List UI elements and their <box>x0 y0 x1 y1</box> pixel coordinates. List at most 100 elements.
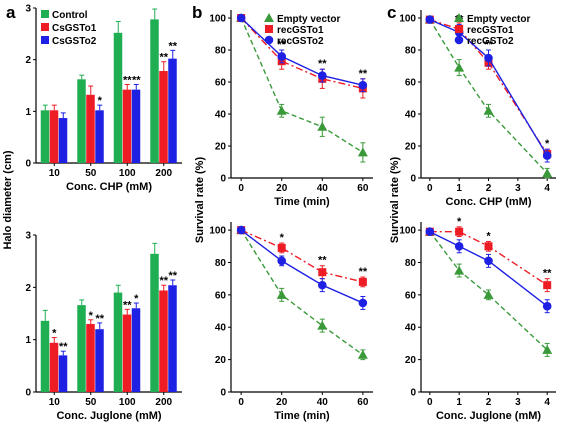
x-tick-label: 50 <box>85 397 97 408</box>
y-tick-label: 3 <box>25 4 31 15</box>
bar <box>77 305 86 392</box>
y-tick-label: 0 <box>220 388 226 399</box>
bar <box>40 110 50 163</box>
data-point <box>542 151 552 160</box>
significance-mark: ** <box>168 40 177 52</box>
data-point <box>542 344 553 354</box>
significance-mark: ** <box>168 270 177 282</box>
x-axis-label: Time (min) <box>274 196 330 208</box>
x-tick-label: 40 <box>317 183 329 194</box>
panel-letter-c: c <box>387 3 396 22</box>
data-point <box>317 320 328 330</box>
y-tick-label: 20 <box>405 142 417 153</box>
data-point <box>358 298 368 308</box>
y-tick-label: 0 <box>410 388 416 399</box>
significance-mark: ** <box>277 39 286 51</box>
legend-label: recGSTo1 <box>467 25 514 36</box>
data-point <box>483 105 494 115</box>
y-tick-label: 80 <box>405 46 417 57</box>
series-line <box>429 18 548 155</box>
legend-label: Control <box>52 10 88 21</box>
series-line <box>429 19 548 174</box>
bar <box>113 32 123 163</box>
y-tick-label: 1 <box>25 335 31 346</box>
x-axis-label: Time (min) <box>274 410 330 422</box>
series-line <box>240 229 364 283</box>
bar <box>131 308 141 392</box>
y-tick-label: 20 <box>405 355 417 366</box>
data-point <box>455 227 464 236</box>
data-point <box>357 147 368 157</box>
significance-mark: * <box>486 230 491 242</box>
y-tick-label: 0 <box>25 159 31 170</box>
x-tick-label: 3 <box>515 397 521 408</box>
x-tick-label: 0 <box>238 183 244 194</box>
x-tick-label: 1 <box>456 397 462 408</box>
x-tick-label: 0 <box>427 183 433 194</box>
significance-mark: * <box>52 328 57 340</box>
y-tick-label: 40 <box>215 323 227 334</box>
significance-mark: * <box>545 138 550 150</box>
x-axis-label: Conc. CHP (mM) <box>66 181 152 193</box>
legend-marker <box>265 25 273 33</box>
data-point <box>425 15 435 24</box>
series-line <box>240 17 364 153</box>
data-point <box>542 168 553 178</box>
x-tick-label: 60 <box>357 397 369 408</box>
significance-mark: ** <box>95 313 104 325</box>
y-tick-label: 3 <box>25 231 31 242</box>
x-tick-label: 3 <box>515 183 521 194</box>
legend-label: recGSTo1 <box>277 25 324 36</box>
y-tick-label: 20 <box>215 355 227 366</box>
legend-marker <box>454 13 464 22</box>
legend-swatch <box>41 36 49 44</box>
bar <box>77 79 86 163</box>
data-point <box>277 52 287 61</box>
series-line <box>240 17 364 90</box>
bar <box>58 355 68 392</box>
significance-mark: ** <box>318 255 327 267</box>
x-tick-label: 100 <box>119 397 136 408</box>
bar <box>150 253 159 392</box>
data-point <box>276 289 287 299</box>
legend-label: recGSTo2 <box>277 36 324 47</box>
data-point <box>277 243 286 252</box>
y-tick-label: 40 <box>405 110 417 121</box>
x-tick-label: 4 <box>544 183 550 194</box>
series-line <box>429 231 548 351</box>
survival-rate-ylabel-b: Survival rate (%) <box>194 157 206 244</box>
y-tick-label: 60 <box>215 78 227 89</box>
bar <box>131 89 141 163</box>
y-tick-label: 80 <box>215 258 227 269</box>
bar <box>95 329 104 392</box>
x-axis-label: Conc. Juglone (mM) <box>436 410 541 422</box>
data-point <box>277 256 287 266</box>
y-tick-label: 2 <box>25 283 31 294</box>
data-point <box>484 53 493 63</box>
x-tick-label: 200 <box>155 397 172 408</box>
x-axis-label: Conc. CHP (mM) <box>446 196 532 208</box>
data-point <box>425 227 435 237</box>
x-tick-label: 100 <box>119 168 136 179</box>
bar <box>159 71 168 163</box>
data-point <box>454 241 464 251</box>
legend-marker <box>264 13 274 22</box>
data-point <box>358 80 368 90</box>
data-point <box>276 105 287 115</box>
x-tick-label: 20 <box>276 183 288 194</box>
y-tick-label: 60 <box>405 78 417 89</box>
x-tick-label: 10 <box>49 168 61 179</box>
bar <box>150 19 159 163</box>
legend-marker <box>454 35 464 45</box>
y-tick-label: 0 <box>220 174 226 185</box>
bar <box>113 292 123 392</box>
data-point <box>358 277 367 286</box>
survival-rate-ylabel-c: Survival rate (%) <box>389 157 401 244</box>
significance-mark: ** <box>132 74 141 86</box>
x-tick-label: 10 <box>49 397 61 408</box>
bar <box>168 58 177 164</box>
data-point <box>236 13 246 23</box>
y-tick-label: 0 <box>25 388 31 399</box>
